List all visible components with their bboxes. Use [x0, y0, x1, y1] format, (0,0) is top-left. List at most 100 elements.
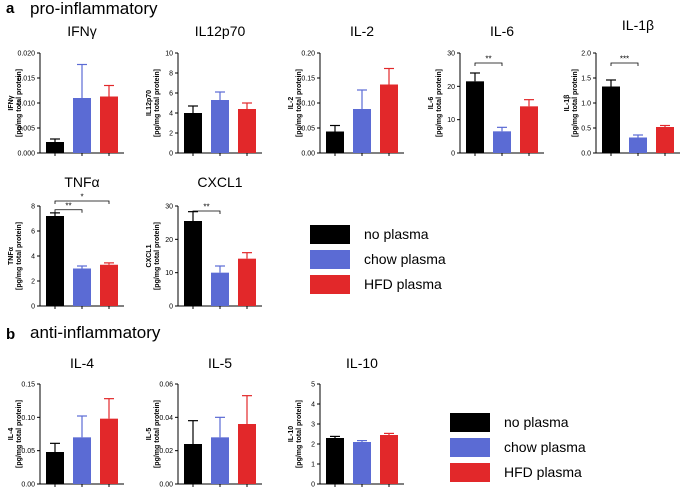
bar-il10-chow-plasma	[353, 442, 371, 484]
y-axis-unit-il5: [pg/mg total protein]	[154, 400, 161, 468]
panel-a-letter: a	[6, 0, 15, 17]
y-axis-label-il10: IL-10	[288, 426, 295, 442]
y-tick-label-il1b: 1.0	[581, 101, 591, 108]
y-tick-label-il4: 0.15	[21, 382, 35, 389]
bar-il6-chow-plasma	[493, 131, 511, 153]
y-tick-label-ifng: 0.005	[17, 126, 35, 133]
y-tick-label-il5: 0.02	[159, 448, 173, 455]
legend-label: no plasma	[364, 226, 429, 242]
y-tick-label-il4: 0.10	[21, 415, 35, 422]
chart-title-il1b: IL-1β	[622, 17, 654, 33]
y-tick-label-ifng: 0.010	[17, 101, 35, 108]
y-tick-label-il1b: 2.0	[581, 51, 591, 58]
y-tick-label-cxcl1: 20	[165, 237, 173, 244]
y-tick-label-il12p70: 0	[169, 151, 173, 158]
bar-ifng-no-plasma	[46, 142, 64, 153]
bar-cxcl1-hfd-plasma	[238, 258, 256, 306]
legend-a: no plasma chow plasma HFD plasma	[310, 223, 446, 298]
chart-title-cxcl1: CXCL1	[197, 174, 242, 190]
y-axis-label-il5: IL-5	[146, 428, 153, 441]
y-tick-label-ifng: 0.020	[17, 51, 35, 58]
significance-label-cxcl1: **	[203, 203, 209, 212]
significance-bracket-il6	[474, 62, 503, 66]
legend-swatch-hfd-plasma	[450, 462, 490, 482]
y-tick-label-il12p70: 4	[169, 111, 173, 118]
y-tick-label-il10: 4	[311, 402, 315, 409]
significance-bracket-tnfa	[54, 209, 83, 213]
legend-label: chow plasma	[364, 251, 446, 267]
bar-il4-chow-plasma	[73, 437, 91, 484]
significance-label-il6: **	[485, 55, 491, 64]
y-tick-label-il4: 0.00	[21, 482, 35, 489]
bar-il1b-chow-plasma	[629, 137, 647, 153]
legend-a-item-no-plasma: no plasma	[310, 223, 446, 245]
bar-il2-hfd-plasma	[380, 84, 398, 153]
legend-label: chow plasma	[504, 439, 586, 455]
y-tick-label-tnfa: 6	[31, 229, 35, 236]
chart-title-il2: IL-2	[350, 23, 374, 39]
y-axis-unit-il2: [pg/mg total protein]	[296, 69, 303, 137]
y-axis-unit-il1b: [pg/mg total protein]	[572, 69, 579, 137]
panel-b-letter: b	[6, 326, 16, 343]
y-tick-label-il2: 0.20	[301, 51, 315, 58]
bar-il1b-hfd-plasma	[656, 127, 674, 153]
legend-a-item-hfd-plasma: HFD plasma	[310, 273, 446, 295]
significance-label-tnfa: *	[80, 193, 83, 202]
bar-il2-no-plasma	[326, 131, 344, 153]
y-tick-label-tnfa: 8	[31, 204, 35, 211]
bar-il6-no-plasma	[466, 81, 484, 153]
significance-bracket-cxcl1	[192, 210, 221, 214]
legend-swatch-chow-plasma	[310, 249, 350, 269]
bar-il12p70-hfd-plasma	[238, 109, 256, 153]
y-tick-label-il12p70: 8	[169, 71, 173, 78]
significance-label-tnfa: **	[65, 201, 71, 210]
panel-a-title: pro-inflammatory	[30, 0, 158, 18]
y-axis-unit-tnfa: [pg/mg total protein]	[16, 222, 23, 290]
legend-label: HFD plasma	[364, 276, 442, 292]
bar-il2-chow-plasma	[353, 109, 371, 153]
bar-ifng-chow-plasma	[73, 98, 91, 153]
chart-title-ifng: IFNγ	[67, 23, 97, 39]
chart-title-tnfa: TNFα	[64, 174, 99, 190]
legend-b-item-hfd-plasma: HFD plasma	[450, 461, 586, 483]
legend-a-item-chow-plasma: chow plasma	[310, 248, 446, 270]
bar-il4-hfd-plasma	[100, 418, 118, 484]
bar-il5-hfd-plasma	[238, 424, 256, 484]
y-axis-label-cxcl1: CXCL1	[146, 244, 153, 267]
y-tick-label-il2: 0.10	[301, 101, 315, 108]
y-tick-label-tnfa: 0	[31, 304, 35, 311]
legend-b: no plasma chow plasma HFD plasma	[450, 411, 586, 486]
y-axis-label-il4: IL-4	[8, 428, 15, 441]
y-axis-unit-il10: [pg/mg total protein]	[296, 400, 303, 468]
y-tick-label-il12p70: 2	[169, 131, 173, 138]
y-tick-label-il1b: 0.0	[581, 151, 591, 158]
y-axis-label-tnfa: TNFα	[8, 246, 15, 265]
y-tick-label-il5: 0.00	[159, 482, 173, 489]
bar-cxcl1-no-plasma	[184, 221, 202, 306]
y-tick-label-il10: 0	[311, 482, 315, 489]
significance-bracket-il1b	[610, 62, 639, 66]
y-tick-label-il2: 0.05	[301, 126, 315, 133]
significance-label-il1b: ***	[620, 55, 629, 64]
legend-b-item-no-plasma: no plasma	[450, 411, 586, 433]
bar-il10-hfd-plasma	[380, 435, 398, 484]
bar-il12p70-chow-plasma	[211, 100, 229, 153]
chart-title-il6: IL-6	[490, 23, 514, 39]
chart-title-il5: IL-5	[208, 355, 232, 371]
y-tick-label-il5: 0.06	[159, 382, 173, 389]
y-axis-unit-il6: [pg/mg total protein]	[436, 69, 443, 137]
y-tick-label-il5: 0.04	[159, 415, 173, 422]
y-tick-label-il1b: 1.5	[581, 76, 591, 83]
bar-cxcl1-chow-plasma	[211, 272, 229, 306]
y-axis-unit-il4: [pg/mg total protein]	[16, 400, 23, 468]
y-axis-unit-ifng: [pg/mg total protein]	[16, 69, 23, 137]
bar-il5-no-plasma	[184, 444, 202, 484]
bar-il6-hfd-plasma	[520, 106, 538, 153]
y-axis-label-il1b: IL-1β	[564, 94, 571, 111]
y-tick-label-il2: 0.15	[301, 76, 315, 83]
legend-swatch-hfd-plasma	[310, 274, 350, 294]
y-tick-label-il10: 5	[311, 382, 315, 389]
y-tick-label-il6: 20	[447, 84, 455, 91]
